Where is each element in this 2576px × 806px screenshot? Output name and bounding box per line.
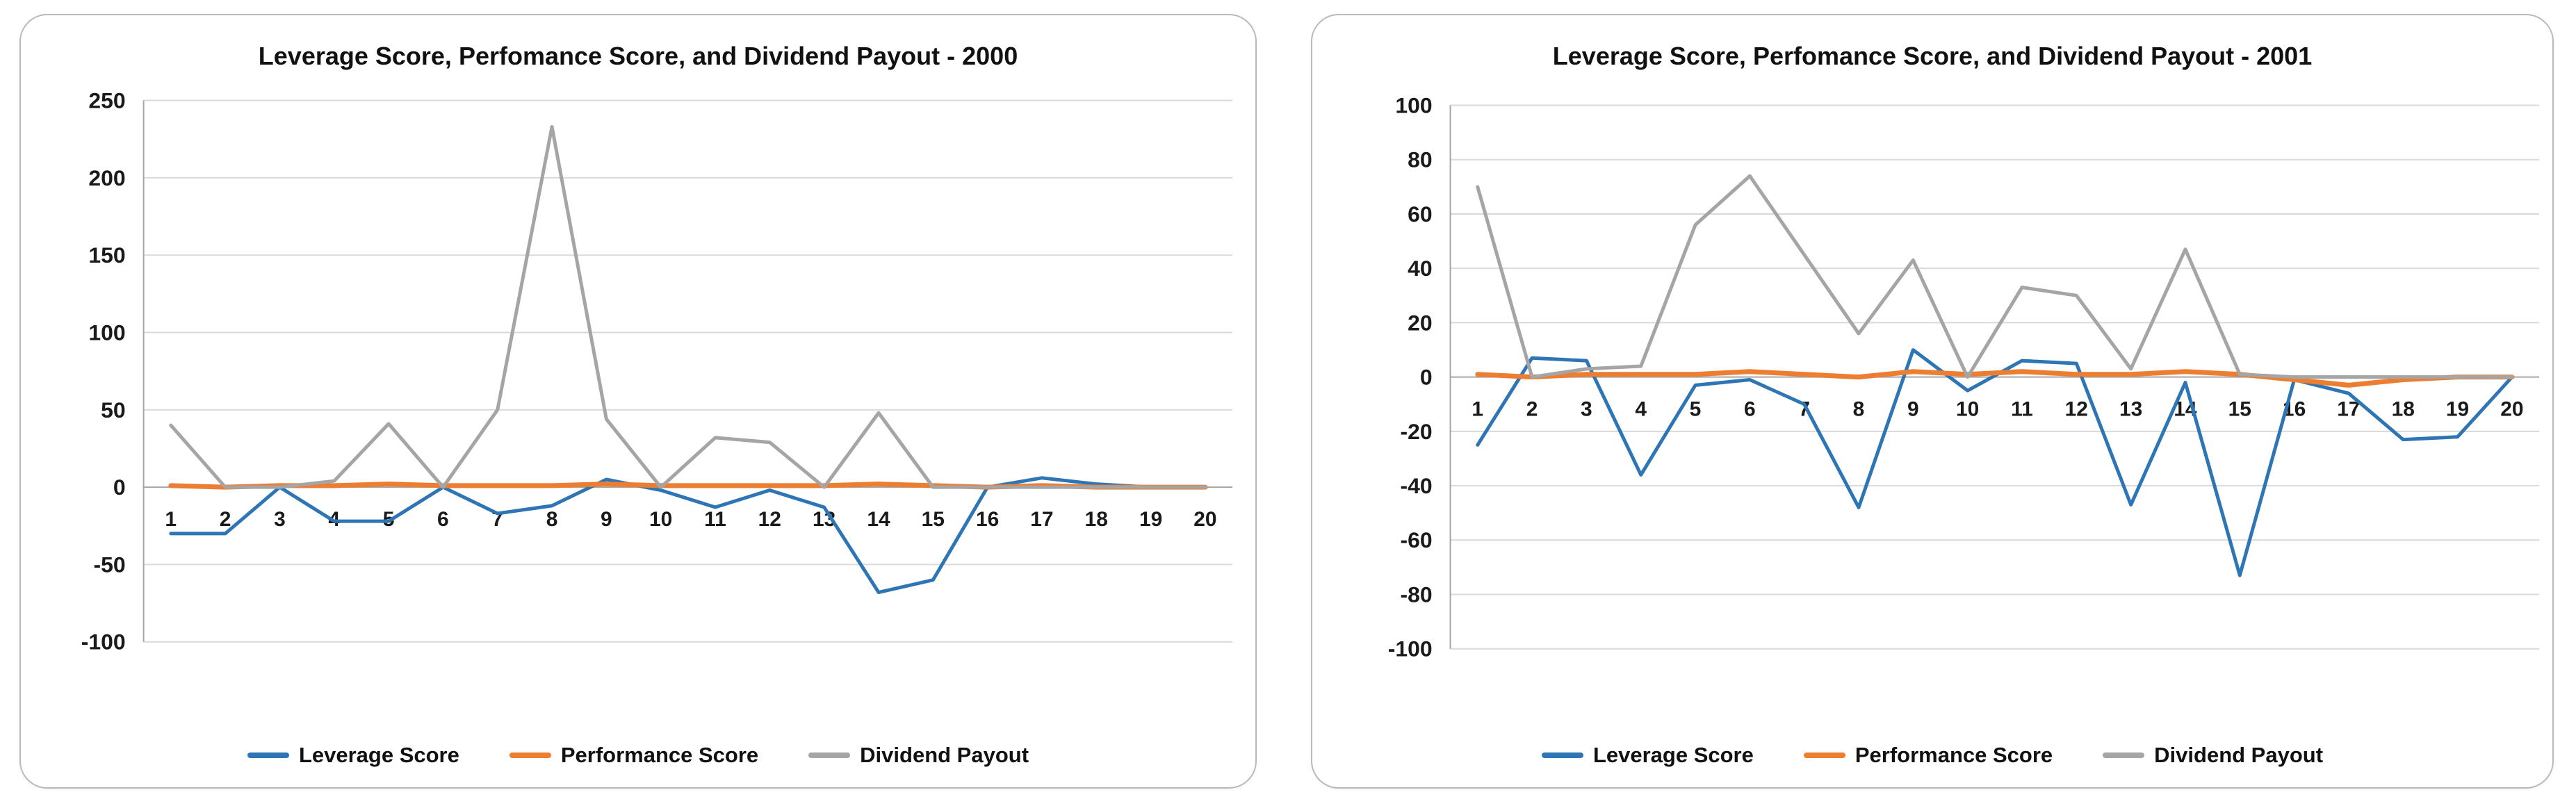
legend-label: Dividend Payout <box>2154 743 2324 767</box>
legend-label: Performance Score <box>560 743 759 767</box>
x-category-label: 18 <box>1085 508 1108 531</box>
x-category-label: 2 <box>220 508 231 531</box>
performance-score-line-swatch-icon <box>1803 752 1845 758</box>
dividend-payout-line-swatch-icon <box>808 752 851 758</box>
y-tick-label: 40 <box>1408 256 1433 281</box>
legend-item-dividend-payout: Dividend Payout <box>808 743 1029 768</box>
y-tick-label: -100 <box>81 630 126 655</box>
x-category-label: 20 <box>1193 508 1216 531</box>
y-tick-label: 50 <box>101 397 126 422</box>
x-category-label: 20 <box>2500 397 2523 420</box>
x-category-label: 4 <box>1635 397 1647 420</box>
x-category-label: 3 <box>274 508 286 531</box>
chart-card-2000: 250 200 150 100 50 0 -50 -100 1 2 3 4 5 6 7 8 9 10 11 12 13 1… <box>19 14 1257 789</box>
series-line-leverage-score <box>1476 348 2514 577</box>
x-category-label: 5 <box>1690 397 1702 420</box>
chart-legend-2001: Leverage Score Performance Score Dividen… <box>1312 743 2552 768</box>
x-category-label: 1 <box>1472 397 1483 420</box>
legend-item-dividend-payout: Dividend Payout <box>2103 743 2323 768</box>
legend-item-performance-score: Performance Score <box>509 743 759 768</box>
x-category-label: 9 <box>1907 397 1919 420</box>
x-category-label: 18 <box>2392 397 2415 420</box>
x-category-label: 10 <box>1956 397 1979 420</box>
legend-label: Leverage Score <box>1592 743 1754 767</box>
y-tick-label: 200 <box>88 165 125 190</box>
y-tick-label: -20 <box>1400 419 1432 444</box>
chart-card-2001: 100 80 60 40 20 0 -20 -40 -60 -80 -100 1 2 3 4 5 6 7 8 9 10 1… <box>1311 14 2554 789</box>
x-category-label: 3 <box>1581 397 1592 420</box>
legend-label: Leverage Score <box>298 743 459 767</box>
series-line-leverage-score <box>169 476 1207 595</box>
legend-item-leverage-score: Leverage Score <box>1541 743 1754 768</box>
x-category-label: 10 <box>649 508 672 531</box>
y-tick-label: -40 <box>1400 473 1432 498</box>
x-category-label: 15 <box>2228 397 2251 420</box>
leverage-score-line-swatch-icon <box>247 752 289 758</box>
y-tick-label: 100 <box>88 320 125 345</box>
x-category-label: 13 <box>2119 397 2142 420</box>
legend-item-leverage-score: Leverage Score <box>247 743 459 768</box>
y-tick-label: 20 <box>1408 310 1433 335</box>
x-category-label: 6 <box>437 508 449 531</box>
chart-legend-2000: Leverage Score Performance Score Dividen… <box>21 743 1255 768</box>
x-category-label: 12 <box>758 508 781 531</box>
x-category-label: 14 <box>867 508 890 531</box>
legend-label: Dividend Payout <box>860 743 1029 767</box>
x-category-label: 8 <box>546 508 558 531</box>
y-tick-label: -60 <box>1400 527 1432 552</box>
performance-score-line-swatch-icon <box>509 752 551 758</box>
chart-title-2000: Leverage Score, Perfomance Score, and Di… <box>258 42 1018 70</box>
y-tick-label: 150 <box>88 242 125 268</box>
y-tick-label: 60 <box>1408 202 1433 227</box>
y-tick-label: -100 <box>1388 636 1433 661</box>
x-category-label: 19 <box>2446 397 2469 420</box>
y-tick-label: -50 <box>94 552 126 577</box>
dividend-payout-line-swatch-icon <box>2103 752 2145 758</box>
x-category-label: 19 <box>1139 508 1162 531</box>
x-category-label: 1 <box>165 508 177 531</box>
legend-label: Performance Score <box>1854 743 2053 767</box>
leverage-score-line-swatch-icon <box>1541 752 1583 758</box>
chart-title-2001: Leverage Score, Perfomance Score, and Di… <box>1552 42 2313 70</box>
x-category-label: 9 <box>601 508 612 531</box>
x-category-label: 6 <box>1744 397 1756 420</box>
x-category-label: 11 <box>2011 397 2033 420</box>
y-tick-label: 100 <box>1395 93 1432 118</box>
x-category-label: 15 <box>922 508 945 531</box>
x-category-label: 11 <box>704 508 726 531</box>
y-tick-label: 0 <box>113 475 126 500</box>
x-category-label: 12 <box>2065 397 2088 420</box>
legend-item-performance-score: Performance Score <box>1803 743 2053 768</box>
y-tick-label: 0 <box>1420 365 1433 390</box>
x-category-label: 16 <box>976 508 999 531</box>
x-category-label: 8 <box>1853 397 1865 420</box>
series-line-performance-score <box>1475 369 2515 388</box>
y-tick-label: 250 <box>88 88 125 113</box>
y-tick-label: -80 <box>1400 582 1432 607</box>
series-line-dividend-payout <box>1476 174 2514 379</box>
series-line-dividend-payout <box>169 124 1207 489</box>
x-category-label: 2 <box>1526 397 1538 420</box>
y-tick-label: 80 <box>1408 147 1433 172</box>
x-category-label: 17 <box>1030 508 1053 531</box>
